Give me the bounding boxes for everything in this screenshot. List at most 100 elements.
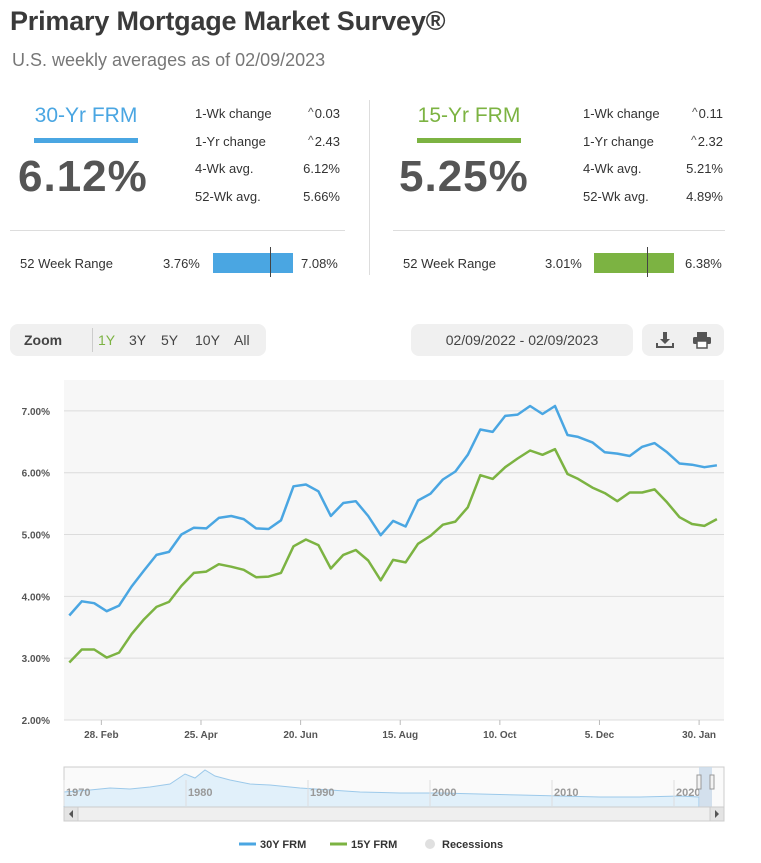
stat-number: 5.21% (686, 161, 723, 176)
range-marker (646, 247, 649, 277)
series-line-15y-frm[interactable] (68, 447, 718, 664)
navigator-label: 1970 (66, 787, 90, 799)
series-line-30y-frm[interactable] (68, 404, 718, 617)
stat-label: 1-Wk change (195, 106, 272, 121)
legend-item-15y[interactable]: 15Y FRM (330, 839, 397, 851)
stat-label: 1-Yr change (583, 133, 654, 149)
page-subtitle: U.S. weekly averages as of 02/09/2023 (12, 50, 326, 70)
stat-number: 2.43 (314, 133, 340, 149)
stat-row: 1-Yr change ^2.43 (195, 132, 340, 162)
rate-name: 15-Yr FRM (417, 104, 521, 127)
legend-label: 15Y FRM (351, 839, 397, 851)
legend-item-recessions[interactable]: Recessions (425, 839, 503, 851)
range-bar (213, 253, 293, 273)
chart-legend: 30Y FRM 15Y FRM Recessions (239, 839, 503, 851)
stat-number: 0.11 (698, 106, 723, 121)
zoom-label: Zoom (24, 332, 63, 348)
x-tick-label: 10. Oct (483, 730, 517, 741)
plot-background (64, 380, 724, 720)
navigator-label: 1980 (188, 787, 212, 799)
navigator-handle-left[interactable] (696, 774, 702, 790)
caret-up-icon: ^ (308, 105, 314, 119)
panel-divider (369, 100, 370, 275)
rate-underline (417, 138, 521, 143)
stat-row: 4-Wk avg. 6.12% (195, 161, 340, 189)
navigator-label: 2000 (432, 787, 456, 799)
x-tick-label: 28. Feb (84, 730, 118, 741)
zoom-10y-button[interactable]: 10Y (195, 332, 220, 348)
stat-value: ^0.03 (308, 105, 340, 121)
week-range-row: 52 Week Range 3.01% 6.38% (393, 230, 725, 277)
navigator-series (63, 769, 700, 808)
range-marker (269, 247, 272, 277)
caret-up-icon: ^ (691, 132, 697, 147)
download-icon[interactable] (655, 331, 675, 349)
stat-label: 1-Yr change (195, 133, 266, 149)
navigator-label: 1990 (310, 787, 334, 799)
x-tick-label: 15. Aug (382, 730, 418, 741)
rate-value: 5.25% (399, 152, 529, 201)
range-high: 6.38% (685, 256, 722, 271)
y-tick-label: 2.00% (22, 716, 50, 727)
rate-panel-30yr: 30-Yr FRM 6.12% 1-Wk change ^0.03 1-Yr ch… (10, 100, 355, 280)
stat-row: 1-Yr change ^2.32 (583, 132, 723, 162)
zoom-separator (92, 328, 93, 352)
stat-label: 1-Wk change (583, 106, 660, 121)
y-tick-label: 3.00% (22, 654, 50, 665)
stat-row: 1-Wk change ^0.03 (195, 105, 340, 134)
gridlines (64, 410, 724, 721)
x-tick-label: 20. Jun (283, 730, 317, 741)
legend-label: 30Y FRM (260, 839, 306, 851)
range-low: 3.01% (545, 256, 582, 271)
zoom-all-button[interactable]: All (234, 332, 250, 348)
navigator-selection[interactable] (699, 767, 712, 807)
range-high: 7.08% (301, 256, 338, 271)
range-low: 3.76% (163, 256, 200, 271)
zoom-3y-button[interactable]: 3Y (129, 332, 147, 348)
y-tick-label: 4.00% (22, 592, 50, 603)
week-range-row: 52 Week Range 3.76% 7.08% (10, 230, 345, 277)
x-axis: 28. Feb 25. Apr 20. Jun 15. Aug 10. Oct 5. De… (84, 720, 716, 741)
zoom-1y-button[interactable]: 1Y (98, 332, 116, 348)
stat-label: 52-Wk avg. (583, 188, 649, 204)
navigator-handle-right[interactable] (709, 774, 715, 790)
caret-up-icon: ^ (692, 105, 698, 119)
stat-label: 4-Wk avg. (583, 161, 642, 176)
stat-row: 52-Wk avg. 4.89% (583, 189, 723, 217)
range-bar (594, 253, 674, 273)
date-range-input[interactable]: 02/09/2022 - 02/09/2023 (411, 324, 633, 356)
rate-panel-15yr: 15-Yr FRM 5.25% 1-Wk change ^0.11 1-Yr ch… (393, 100, 733, 280)
rate-chart[interactable]: 2.00% 3.00% 4.00% 5.00% 6.00% 7.00% 28. Feb 25… (0, 360, 761, 860)
rate-underline (34, 138, 138, 143)
navigator-scrollbar[interactable] (63, 806, 725, 822)
legend-swatch (425, 839, 435, 849)
navigator[interactable]: 1970 1980 1990 2000 2010 2020 (63, 766, 725, 822)
series-lines (68, 404, 718, 664)
stat-value: ^0.11 (692, 105, 723, 121)
page-title: Primary Mortgage Market Survey® (10, 6, 446, 36)
y-tick-label: 6.00% (22, 469, 50, 480)
x-tick-label: 25. Apr (184, 730, 218, 741)
stat-row: 1-Wk change ^0.11 (583, 105, 723, 134)
zoom-5y-button[interactable]: 5Y (161, 332, 179, 348)
stat-label: 52-Wk avg. (195, 188, 261, 204)
caret-up-icon: ^ (308, 132, 314, 147)
range-label: 52 Week Range (403, 256, 496, 271)
range-label: 52 Week Range (20, 256, 113, 271)
rate-value: 6.12% (18, 152, 148, 201)
x-tick-label: 30. Jan (682, 730, 716, 741)
stat-value: ^2.43 (308, 132, 340, 149)
stat-number: 0.03 (314, 106, 340, 121)
chart-tools (642, 324, 724, 356)
y-tick-label: 5.00% (22, 531, 50, 542)
chevron-right-icon (715, 810, 719, 818)
stat-number: 4.89% (686, 188, 723, 204)
y-axis: 2.00% 3.00% 4.00% 5.00% 6.00% 7.00% (22, 407, 50, 727)
chevron-left-icon (69, 810, 73, 818)
zoom-controls: Zoom 1Y 3Y 5Y 10Y All (10, 324, 266, 356)
legend-item-30y[interactable]: 30Y FRM (239, 839, 306, 851)
print-icon[interactable] (692, 331, 712, 349)
navigator-label: 2010 (554, 787, 578, 799)
stat-number: 2.32 (697, 133, 723, 149)
rate-stats: 1-Wk change ^0.03 1-Yr change ^2.43 4-Wk a… (195, 105, 340, 216)
